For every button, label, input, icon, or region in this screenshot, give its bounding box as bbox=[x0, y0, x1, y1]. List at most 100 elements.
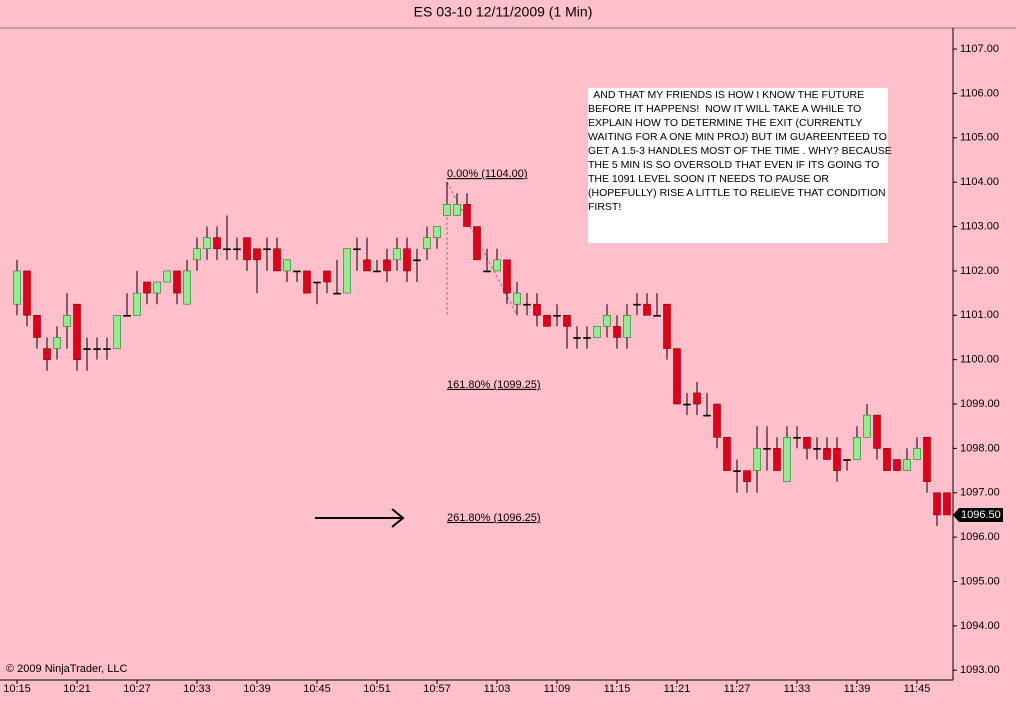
candle-body bbox=[573, 337, 581, 339]
candle-body bbox=[733, 470, 741, 472]
x-tick-label: 10:21 bbox=[63, 683, 91, 695]
candle-body bbox=[923, 437, 931, 482]
note-line: BEFORE IT HAPPENS! NOW IT WILL TAKE A WH… bbox=[588, 103, 861, 115]
candle-body bbox=[493, 259, 501, 272]
y-tick-label: 1107.00 bbox=[960, 43, 999, 55]
x-tick-label: 11:15 bbox=[604, 683, 631, 695]
candle-body bbox=[383, 259, 391, 272]
note-line: (HOPEFULLY) RISE A LITTLE TO RELIEVE THA… bbox=[588, 187, 886, 199]
candle-body bbox=[753, 448, 761, 471]
candle-body bbox=[423, 237, 431, 250]
x-tick-label: 10:15 bbox=[3, 683, 31, 695]
candle-body bbox=[513, 292, 521, 305]
fib-label: 261.80% (1096.25) bbox=[447, 512, 541, 524]
last-price-label: 1096.50 bbox=[961, 509, 1001, 521]
candle-body bbox=[153, 281, 161, 294]
candle-body bbox=[13, 270, 21, 305]
candle-body bbox=[193, 248, 201, 261]
candle-body bbox=[143, 281, 151, 294]
candle-body bbox=[603, 314, 611, 327]
candle-body bbox=[133, 292, 141, 316]
y-tick-label: 1094.00 bbox=[960, 620, 1000, 632]
x-tick-label: 10:33 bbox=[183, 683, 211, 695]
candle-body bbox=[163, 270, 171, 283]
candle-body bbox=[443, 204, 451, 216]
candle-body bbox=[33, 314, 41, 338]
note-line: EXPLAIN HOW TO DETERMINE THE EXIT (CURRE… bbox=[588, 117, 862, 129]
last-price-marker bbox=[953, 507, 1003, 522]
candle-body bbox=[53, 337, 61, 349]
x-tick-label: 10:51 bbox=[363, 683, 391, 695]
candle-body bbox=[863, 414, 871, 438]
candle-body bbox=[903, 459, 911, 471]
note-line: THE 5 MIN IS SO OVERSOLD THAT EVEN IF IT… bbox=[588, 159, 879, 171]
candle-body bbox=[23, 270, 31, 316]
candle-body bbox=[783, 437, 791, 482]
candle-body bbox=[103, 348, 111, 350]
candle-body bbox=[353, 248, 361, 251]
candle-body bbox=[643, 303, 651, 316]
candle-body bbox=[303, 270, 311, 294]
candle-body bbox=[73, 303, 81, 360]
candle-body bbox=[633, 303, 641, 306]
candle-body bbox=[293, 270, 301, 273]
candle-body bbox=[503, 259, 511, 294]
x-tick-label: 11:45 bbox=[904, 683, 931, 695]
candle-body bbox=[403, 248, 411, 272]
y-tick-label: 1103.00 bbox=[960, 220, 999, 232]
candle-body bbox=[253, 248, 261, 261]
note-line: THE 1091 LEVEL SOON IT NEEDS TO PAUSE OR bbox=[588, 173, 829, 185]
candle-body bbox=[623, 314, 631, 338]
x-tick-label: 10:57 bbox=[423, 683, 451, 695]
candle-body bbox=[113, 314, 121, 349]
y-tick-label: 1095.00 bbox=[960, 575, 1000, 587]
candle-body bbox=[313, 281, 321, 284]
candle-body bbox=[553, 314, 561, 317]
y-tick-label: 1096.00 bbox=[960, 531, 1000, 543]
note-box bbox=[588, 88, 888, 243]
y-tick-label: 1104.00 bbox=[960, 176, 999, 188]
candle-body bbox=[713, 403, 721, 438]
candle-body bbox=[613, 326, 621, 338]
candle-body bbox=[943, 492, 951, 516]
candle-body bbox=[413, 259, 421, 262]
candle-body bbox=[703, 414, 711, 417]
candle-body bbox=[43, 348, 51, 360]
y-tick-label: 1099.00 bbox=[960, 398, 1000, 410]
candle-body bbox=[183, 270, 191, 305]
candle-body bbox=[463, 204, 471, 227]
candle-body bbox=[853, 437, 861, 460]
copyright: © 2009 NinjaTrader, LLC bbox=[6, 663, 127, 675]
candle-body bbox=[283, 259, 291, 272]
x-tick-label: 10:39 bbox=[243, 683, 271, 695]
candle-body bbox=[773, 448, 781, 471]
candle-body bbox=[453, 204, 461, 216]
candle-body bbox=[263, 248, 271, 251]
candle-body bbox=[913, 448, 921, 460]
note-line: WAITING FOR A ONE MIN PROJ) BUT IM GUARE… bbox=[588, 131, 887, 143]
candle-body bbox=[873, 414, 881, 449]
y-tick-label: 1100.00 bbox=[960, 354, 999, 366]
candle-body bbox=[803, 437, 811, 449]
candle-body bbox=[223, 248, 231, 251]
candle-body bbox=[393, 248, 401, 261]
candle-body bbox=[653, 314, 661, 317]
candle-body bbox=[743, 470, 751, 482]
candle-body bbox=[563, 314, 571, 327]
y-tick-label: 1097.00 bbox=[960, 487, 1000, 499]
x-tick-label: 11:21 bbox=[664, 683, 691, 695]
x-tick-label: 11:39 bbox=[844, 683, 871, 695]
candle-body bbox=[323, 270, 331, 283]
x-tick-label: 10:27 bbox=[123, 683, 151, 695]
candle-body bbox=[533, 303, 541, 316]
fib-label: 0.00% (1104.00) bbox=[447, 168, 528, 180]
candle-body bbox=[543, 314, 551, 327]
candle-body bbox=[243, 237, 251, 261]
candle-body bbox=[173, 270, 181, 294]
candle-body bbox=[93, 348, 101, 350]
y-tick-label: 1105.00 bbox=[960, 132, 999, 144]
candle-body bbox=[723, 437, 731, 471]
note-line: FIRST! bbox=[588, 201, 621, 213]
candle-body bbox=[343, 248, 351, 294]
y-tick-label: 1098.00 bbox=[960, 442, 1000, 454]
